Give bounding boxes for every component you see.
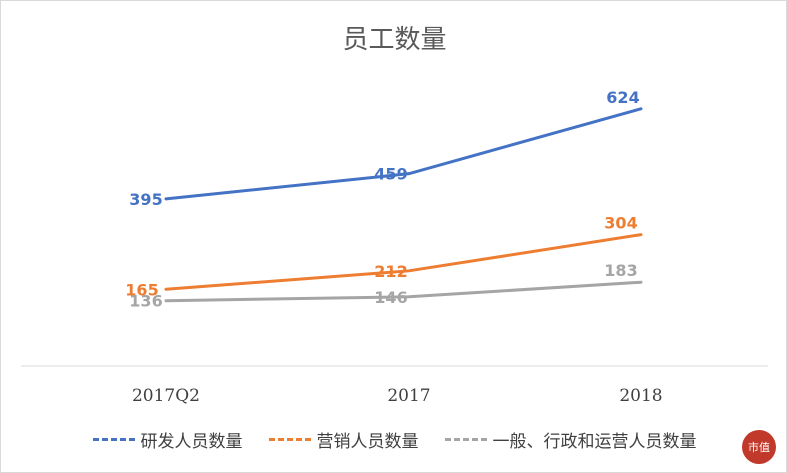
- x-tick-label: 2017: [387, 386, 430, 406]
- chart-legend: 研发人员数量 营销人员数量 一般、行政和运营人员数量: [1, 427, 786, 452]
- x-tick-label: 2017Q2: [132, 386, 200, 406]
- data-label: 395: [129, 190, 162, 209]
- series-line: [164, 233, 643, 291]
- data-label: 304: [604, 214, 637, 233]
- watermark-logo-badge: 市值: [742, 430, 776, 464]
- x-tick-label: 2018: [619, 386, 662, 406]
- data-label: 212: [374, 262, 407, 281]
- data-label: 183: [604, 261, 637, 280]
- legend-label: 研发人员数量: [140, 432, 243, 452]
- data-label: 165: [125, 280, 158, 299]
- legend-item: 研发人员数量: [92, 427, 243, 452]
- legend-swatch: [92, 438, 135, 441]
- legend-label: 一般、行政和运营人员数量: [492, 432, 697, 452]
- series-line: [164, 280, 643, 303]
- legend-label: 营销人员数量: [316, 432, 419, 452]
- legend-swatch: [444, 438, 487, 441]
- legend-item: 营销人员数量: [268, 427, 419, 452]
- data-label: 459: [374, 165, 407, 184]
- chart-title: 员工数量: [342, 25, 447, 55]
- data-label: 146: [374, 288, 407, 307]
- legend-swatch: [268, 438, 311, 441]
- data-label: 136: [129, 292, 162, 311]
- data-label: 624: [606, 88, 639, 107]
- legend-item: 一般、行政和运营人员数量: [444, 427, 697, 452]
- series-line: [164, 107, 643, 201]
